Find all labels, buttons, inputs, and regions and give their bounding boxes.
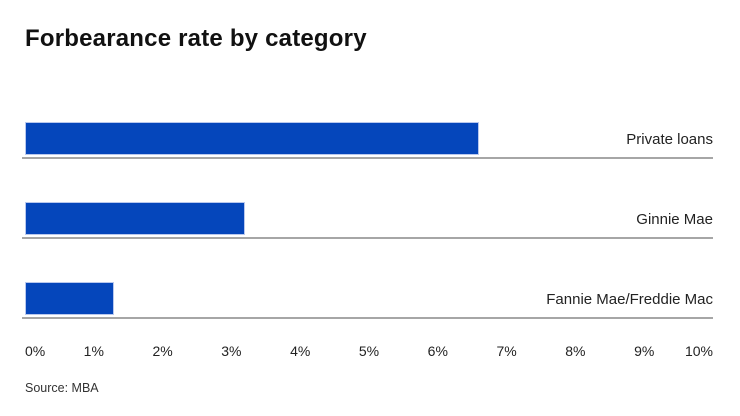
chart-row: Ginnie Mae	[22, 202, 713, 282]
category-label: Ginnie Mae	[636, 211, 713, 228]
x-axis-tick: 1%	[83, 343, 104, 359]
row-baseline	[22, 237, 713, 239]
chart-row: Private loans	[22, 122, 713, 202]
x-axis: 0% 1% 2% 3% 4% 5% 6% 7% 8% 9% 10%	[25, 343, 713, 361]
x-axis-tick: 9%	[634, 343, 655, 359]
bar-chart: Private loans Ginnie Mae Fannie Mae/Freddi…	[22, 122, 713, 320]
bar-ginnie-mae	[25, 202, 246, 235]
x-axis-tick: 3%	[221, 343, 242, 359]
row-baseline	[22, 157, 713, 159]
row-baseline	[22, 317, 713, 319]
x-axis-tick: 0%	[25, 343, 46, 359]
x-axis-tick: 4%	[290, 343, 311, 359]
source-note: Source: MBA	[25, 381, 99, 395]
chart-title: Forbearance rate by category	[25, 25, 367, 52]
x-axis-tick: 6%	[427, 343, 448, 359]
x-axis-tick: 10%	[684, 343, 713, 359]
x-axis-tick: 5%	[358, 343, 380, 359]
x-axis-tick: 7%	[496, 343, 517, 359]
bar-fannie-mae-freddie-mac	[25, 282, 115, 315]
x-axis-tick: 8%	[565, 343, 586, 359]
chart-row: Fannie Mae/Freddie Mac	[22, 282, 713, 320]
x-axis-tick: 2%	[152, 343, 173, 359]
bar-private-loans	[25, 122, 480, 155]
chart-page: Forbearance rate by category Private loa…	[22, 25, 713, 395]
category-label: Fannie Mae/Freddie Mac	[546, 291, 713, 308]
category-label: Private loans	[626, 131, 713, 148]
